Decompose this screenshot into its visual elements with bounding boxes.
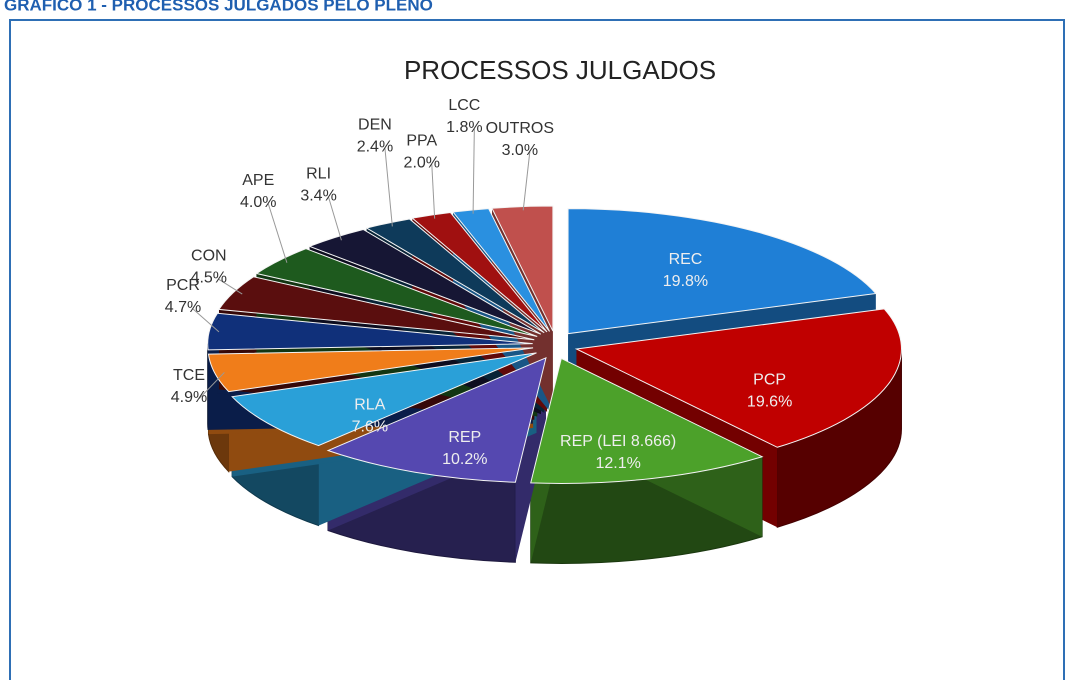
leader-line [267, 203, 288, 263]
leader-line [472, 128, 475, 214]
slice-label: OUTROS [486, 120, 554, 137]
leader-line [218, 278, 243, 295]
value-label: 2.4% [357, 138, 393, 155]
header: GRÁFICO 1 - PROCESSOS JULGADOS PELO PLEN… [4, 0, 433, 14]
value-label: 4.5% [191, 269, 227, 286]
slice-label: PCP [753, 371, 786, 388]
leader-line [198, 372, 225, 400]
slice [452, 208, 551, 332]
leader-line [328, 197, 342, 241]
slice [491, 205, 554, 332]
slice [365, 218, 545, 334]
value-label: 1.8% [446, 119, 482, 136]
labels: REC 19.8% PCP 19.6% REP (LEI 8.666) 12.1% REP 1… [165, 97, 793, 472]
value-label: 12.1% [595, 455, 640, 472]
leader-line [431, 164, 436, 219]
slice [326, 356, 547, 483]
value-label: 4.7% [165, 299, 201, 316]
slice [207, 312, 533, 351]
slice [411, 212, 548, 333]
slice [218, 276, 535, 341]
slice [308, 228, 542, 335]
value-label: 4.9% [171, 389, 207, 406]
value-label: 19.6% [747, 393, 792, 410]
slice-label: APE [242, 172, 274, 189]
slice-label: RLI [306, 165, 331, 182]
slice-tops [207, 205, 902, 484]
slice [255, 248, 538, 337]
slice-label: REP (LEI 8.666) [560, 433, 676, 450]
chart-title: PROCESSOS JULGADOS [404, 55, 716, 85]
value-label: 3.0% [502, 142, 538, 159]
leader-line [384, 148, 393, 227]
slice-label: PCR [166, 277, 200, 294]
value-label: 2.0% [404, 155, 440, 172]
slice [207, 347, 534, 393]
slice-label: RLA [354, 397, 385, 414]
slice-label: LCC [448, 97, 480, 114]
leader-line [522, 151, 531, 211]
value-label: 7.6% [352, 419, 388, 436]
slice [574, 308, 902, 448]
slice-label: CON [191, 247, 227, 264]
slice-label: PPA [406, 133, 437, 150]
leader-line [192, 308, 220, 333]
value-label: 10.2% [442, 451, 487, 468]
value-label: 19.8% [663, 273, 708, 290]
slice-label: REC [669, 251, 703, 268]
slice-label: REP [448, 429, 481, 446]
slice [530, 357, 764, 484]
slice [567, 208, 877, 335]
value-label: 3.4% [300, 187, 336, 204]
value-label: 4.0% [240, 194, 276, 211]
slice [231, 352, 537, 447]
slice-label: DEN [358, 116, 392, 133]
slice-label: TCE [173, 367, 205, 384]
